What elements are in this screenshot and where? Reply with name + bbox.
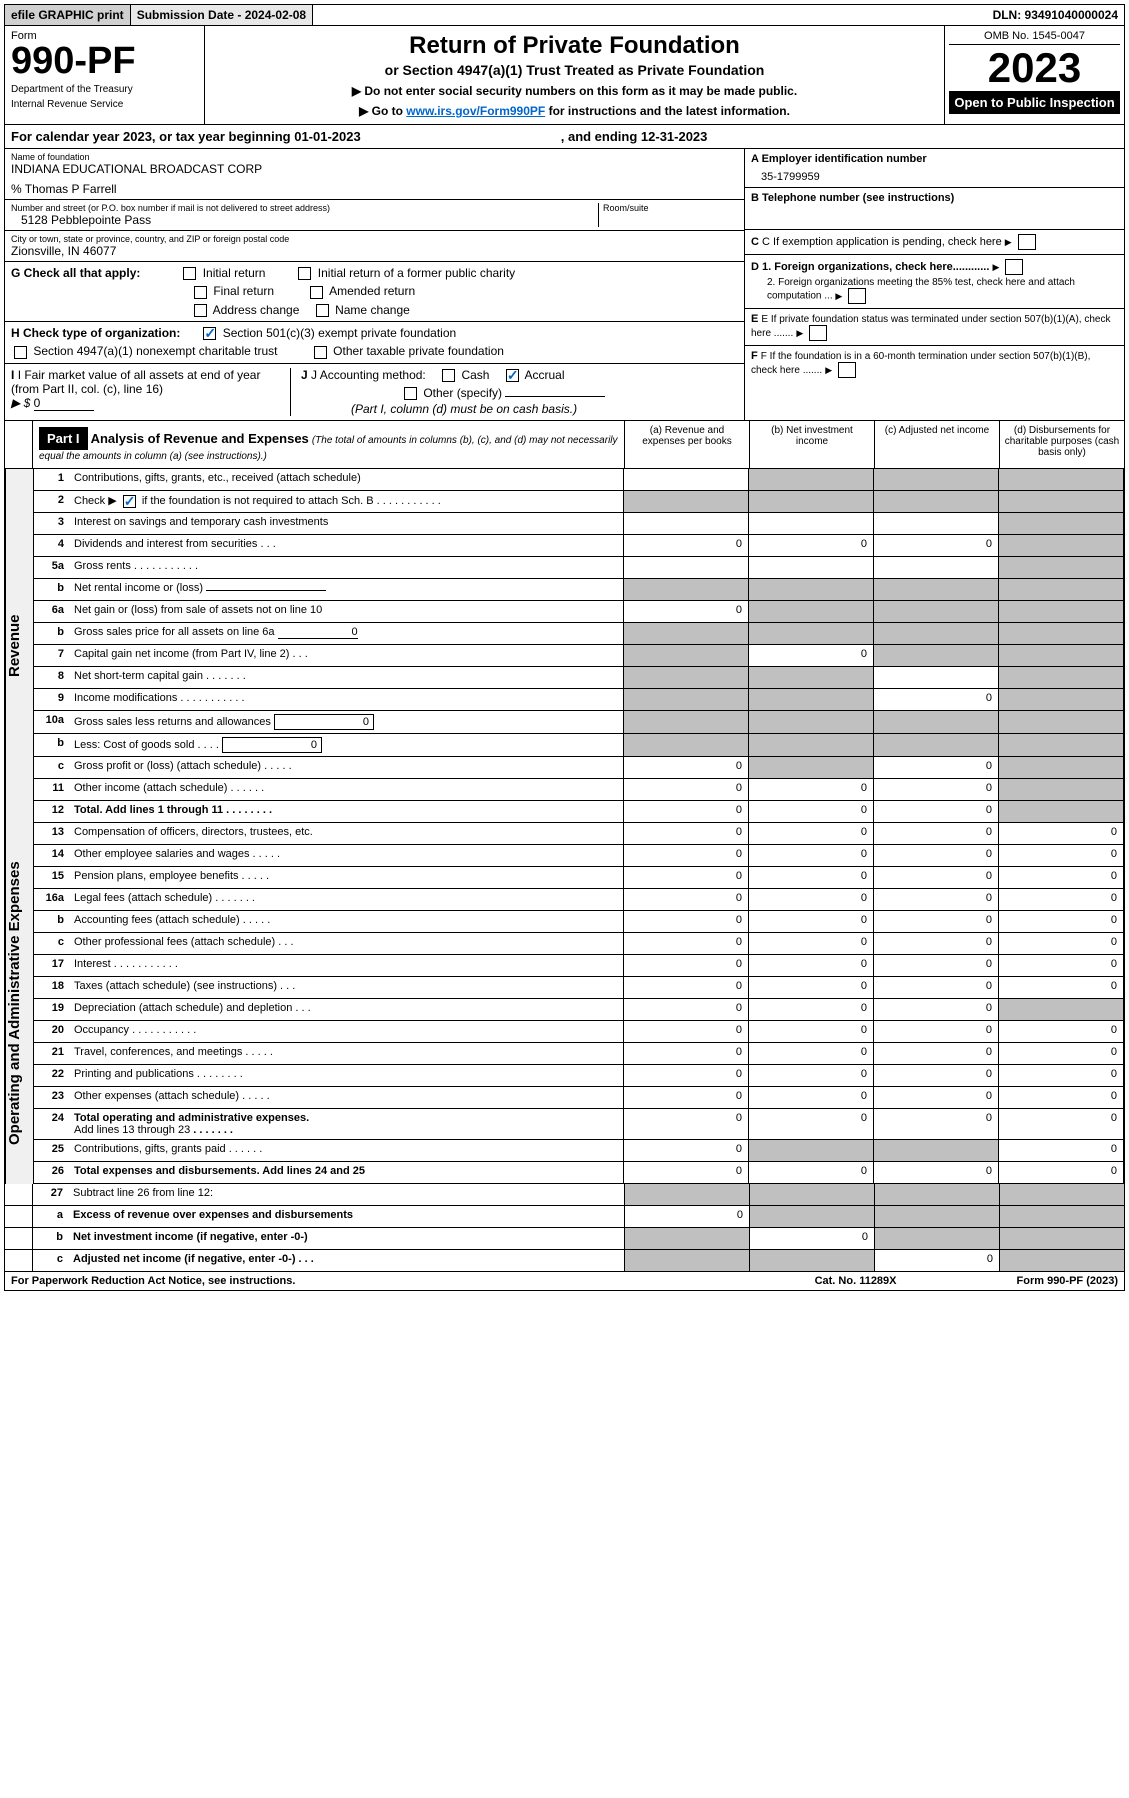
- ein-label: A Employer identification number: [751, 153, 927, 165]
- foundation-name: INDIANA EDUCATIONAL BROADCAST CORP: [11, 162, 738, 176]
- foreign-85-checkbox[interactable]: [848, 288, 866, 304]
- 4947-checkbox[interactable]: [14, 346, 27, 359]
- phone-label: B Telephone number (see instructions): [751, 192, 954, 204]
- section-g: G Check all that apply: Initial return I…: [5, 262, 744, 322]
- dln: DLN: 93491040000024: [987, 5, 1124, 25]
- part-1-label: Part I: [39, 427, 88, 450]
- 60-month-checkbox[interactable]: [838, 362, 856, 378]
- col-a-header: (a) Revenue and expenses per books: [624, 421, 749, 468]
- accrual-checkbox[interactable]: [506, 369, 519, 382]
- expenses-side-label: Operating and Administrative Expenses: [5, 823, 33, 1184]
- calendar-year-row: For calendar year 2023, or tax year begi…: [4, 125, 1125, 149]
- other-taxable-checkbox[interactable]: [314, 346, 327, 359]
- dept-treasury: Department of the Treasury: [11, 84, 198, 95]
- initial-return-checkbox[interactable]: [183, 267, 196, 280]
- final-return-checkbox[interactable]: [194, 286, 207, 299]
- irs-label: Internal Revenue Service: [11, 99, 198, 110]
- submission-date: Submission Date - 2024-02-08: [131, 5, 313, 25]
- revenue-side-label: Revenue: [5, 469, 33, 823]
- form-subtitle: or Section 4947(a)(1) Trust Treated as P…: [211, 62, 938, 78]
- instr-2: ▶ Go to www.irs.gov/Form990PF for instru…: [211, 104, 938, 118]
- name-change-checkbox[interactable]: [316, 304, 329, 317]
- fmv-value: 0: [34, 396, 94, 411]
- ein-value: 35-1799959: [751, 171, 1118, 183]
- entity-info: Name of foundation INDIANA EDUCATIONAL B…: [4, 149, 1125, 421]
- city-state-zip: Zionsville, IN 46077: [11, 244, 738, 258]
- efile-label[interactable]: efile GRAPHIC print: [5, 5, 131, 25]
- city-label: City or town, state or province, country…: [11, 234, 738, 244]
- other-method-checkbox[interactable]: [404, 387, 417, 400]
- name-label: Name of foundation: [11, 152, 738, 162]
- care-of: % Thomas P Farrell: [11, 182, 738, 196]
- initial-former-checkbox[interactable]: [298, 267, 311, 280]
- amended-checkbox[interactable]: [310, 286, 323, 299]
- col-b-header: (b) Net investment income: [749, 421, 874, 468]
- top-bar: efile GRAPHIC print Submission Date - 20…: [4, 4, 1125, 26]
- sch-b-checkbox[interactable]: [123, 495, 136, 508]
- col-d-header: (d) Disbursements for charitable purpose…: [999, 421, 1124, 468]
- omb-number: OMB No. 1545-0047: [949, 30, 1120, 45]
- cat-no: Cat. No. 11289X: [815, 1275, 897, 1287]
- footer: For Paperwork Reduction Act Notice, see …: [4, 1272, 1125, 1291]
- irs-link[interactable]: www.irs.gov/Form990PF: [406, 104, 545, 118]
- paperwork-notice: For Paperwork Reduction Act Notice, see …: [11, 1275, 295, 1287]
- cash-checkbox[interactable]: [442, 369, 455, 382]
- open-public: Open to Public Inspection: [949, 91, 1120, 114]
- section-h: H Check type of organization: Section 50…: [5, 322, 744, 364]
- addr-label: Number and street (or P.O. box number if…: [11, 203, 598, 213]
- 501c3-checkbox[interactable]: [203, 327, 216, 340]
- instr-1: ▶ Do not enter social security numbers o…: [211, 84, 938, 98]
- street-address: 5128 Pebblepointe Pass: [11, 213, 598, 227]
- room-label: Room/suite: [603, 203, 738, 213]
- form-ref: Form 990-PF (2023): [1017, 1275, 1118, 1287]
- part-1-header: Part I Analysis of Revenue and Expenses …: [4, 421, 1125, 469]
- exemption-pending-checkbox[interactable]: [1018, 234, 1036, 250]
- section-i-j: I I Fair market value of all assets at e…: [5, 364, 744, 421]
- foreign-org-checkbox[interactable]: [1005, 259, 1023, 275]
- form-header: Form 990-PF Department of the Treasury I…: [4, 26, 1125, 125]
- col-c-header: (c) Adjusted net income: [874, 421, 999, 468]
- form-title: Return of Private Foundation: [211, 32, 938, 60]
- form-number: 990-PF: [11, 42, 198, 80]
- address-change-checkbox[interactable]: [194, 304, 207, 317]
- tax-year: 2023: [949, 45, 1120, 91]
- status-terminated-checkbox[interactable]: [809, 325, 827, 341]
